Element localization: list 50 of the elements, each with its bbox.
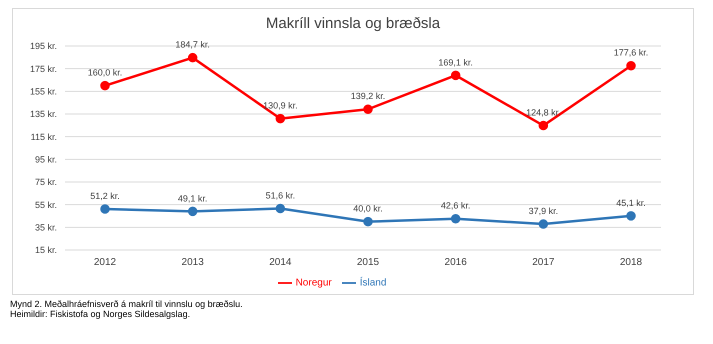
data-label: 124,8 kr. bbox=[526, 108, 561, 118]
point bbox=[538, 219, 548, 229]
x-tick-label: 2017 bbox=[532, 257, 555, 268]
x-tick-label: 2015 bbox=[356, 257, 380, 268]
x-tick-label: 2012 bbox=[94, 257, 117, 268]
data-label: 51,6 kr. bbox=[266, 190, 296, 201]
point bbox=[450, 214, 460, 224]
legend-label: Ísland bbox=[360, 278, 386, 289]
point bbox=[626, 60, 636, 70]
point bbox=[538, 120, 548, 130]
text: Mynd 2. Meðalhráefnisverð á makríl til vinnslu og bræðslu. bbox=[10, 299, 244, 309]
data-label: 45,1 kr. bbox=[616, 198, 646, 208]
y-tick-label: 135 kr. bbox=[30, 109, 57, 120]
point bbox=[450, 70, 460, 80]
data-label: 169,1 kr. bbox=[438, 57, 473, 68]
x-tick-label: 2018 bbox=[620, 257, 643, 268]
legend-label: Noregur bbox=[296, 278, 332, 289]
y-tick-label: 55 kr. bbox=[34, 200, 57, 210]
text: Heimildir: Fiskistofa og Norges Sildesalgslag. bbox=[10, 309, 192, 319]
point bbox=[100, 80, 110, 90]
point bbox=[188, 52, 198, 62]
y-tick-label: 155 kr. bbox=[30, 86, 57, 97]
point bbox=[100, 204, 110, 214]
x-tick-label: 2013 bbox=[182, 257, 204, 268]
y-tick-label: 195 kr. bbox=[30, 41, 57, 52]
x-tick-label: 2014 bbox=[269, 257, 292, 268]
point bbox=[626, 211, 636, 221]
data-label: 184,7 kr. bbox=[175, 40, 210, 50]
point bbox=[363, 104, 373, 114]
data-label: 130,9 kr. bbox=[263, 100, 298, 111]
data-label: 49,1 kr. bbox=[178, 193, 208, 204]
data-label: 37,9 kr. bbox=[528, 206, 558, 216]
y-tick-label: 115 kr. bbox=[30, 132, 57, 142]
point bbox=[188, 206, 198, 216]
data-label: 40,0 kr. bbox=[353, 204, 383, 214]
chart-title: Makríll vinnsla og bræðsla bbox=[264, 15, 442, 32]
data-label: 177,6 kr. bbox=[614, 48, 648, 58]
y-tick-label: 15 kr. bbox=[34, 245, 57, 256]
data-label: 42,6 kr. bbox=[440, 200, 470, 211]
data-label: 139,2 kr. bbox=[350, 91, 386, 102]
x-tick-label: 2016 bbox=[444, 257, 468, 268]
point bbox=[276, 204, 286, 214]
y-tick-label: 35 kr. bbox=[34, 222, 57, 233]
point bbox=[363, 216, 373, 226]
y-tick-label: 75 kr. bbox=[34, 177, 57, 188]
point bbox=[276, 114, 286, 124]
y-tick-label: 95 kr. bbox=[34, 154, 57, 165]
data-label: 51,2 kr. bbox=[90, 190, 120, 201]
data-label: 160,0 kr. bbox=[88, 68, 122, 78]
y-tick-label: 175 kr. bbox=[30, 64, 57, 74]
